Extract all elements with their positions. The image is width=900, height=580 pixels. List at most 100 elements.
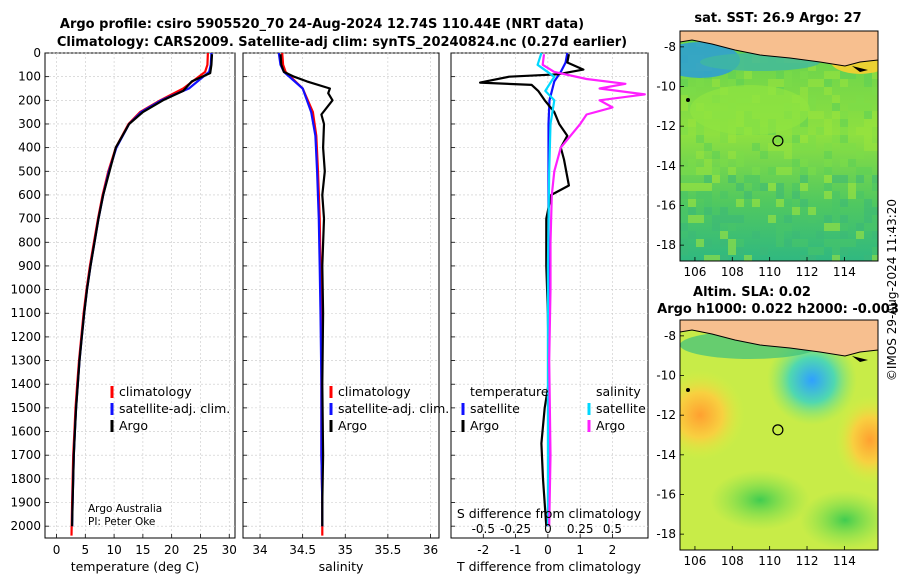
xtick-label: 35 (338, 543, 353, 557)
map-lon-label: 106 (683, 265, 706, 279)
sst-pixel (808, 255, 816, 261)
sst-pixel (792, 127, 800, 135)
sst-pixel (824, 71, 832, 79)
sst-pixel (680, 103, 688, 111)
sst-pixel (800, 135, 808, 143)
sst-pixel (728, 215, 736, 223)
legend-satellite-adj-label: satellite-adj. clim. (119, 401, 230, 416)
depth-tick-label: 1600 (10, 425, 41, 439)
sst-map-title: sat. SST: 26.9 Argo: 27 (694, 11, 861, 26)
xtick-label: -1 (510, 543, 522, 557)
sla-low-southeast (800, 490, 878, 550)
sst-pixel (824, 239, 832, 247)
sst-pixel (728, 223, 736, 231)
sst-pixel (840, 127, 848, 135)
sst-pixel (768, 183, 776, 191)
sst-pixel (744, 255, 752, 261)
sst-pixel (720, 231, 728, 239)
sst-argo-position-marker (772, 135, 784, 147)
sst-pixel (824, 151, 832, 159)
sst-pixel (808, 95, 816, 103)
sst-pixel (824, 215, 832, 223)
sst-pixel (784, 239, 792, 247)
sst-pixel (848, 191, 856, 199)
sst-pixel (784, 151, 792, 159)
sst-pixel (728, 239, 736, 247)
depth-tick-label: 1400 (10, 377, 41, 391)
sst-pixel (704, 175, 712, 183)
sst-pixel (872, 175, 878, 183)
sst-pixel (776, 79, 784, 87)
sst-pixel (744, 175, 752, 183)
sst-pixel (824, 119, 832, 127)
sst-pixel (720, 207, 728, 215)
sst-pixel (696, 167, 704, 175)
sst-pixel (704, 167, 712, 175)
sst-pixel (680, 191, 688, 199)
sst-pixel (872, 247, 878, 255)
sst-pixel (840, 199, 848, 207)
map-lon-label: 110 (758, 554, 781, 568)
sst-pixel (792, 207, 800, 215)
sst-pixel (840, 239, 848, 247)
difference-legend: temperature salinity satellite Argo sate… (461, 384, 646, 433)
depth-tick-label: 800 (18, 235, 41, 249)
xtick-label: 25 (193, 543, 208, 557)
temperature-xlabel: temperature (deg C) (71, 559, 200, 574)
sst-pixel (752, 231, 760, 239)
series-salinity-argo (541, 54, 646, 527)
sla-map-title: Altim. SLA: 0.02 (693, 285, 811, 300)
sst-pixel (872, 87, 878, 95)
sst-pixel (736, 79, 744, 87)
sst-pixel (792, 191, 800, 199)
salinity-xlabel: salinity (319, 559, 364, 574)
sst-pixel (776, 143, 784, 151)
sst-pixel (832, 111, 840, 119)
sst-pixel (840, 111, 848, 119)
sst-pixel (752, 175, 760, 183)
sst-pixel (864, 71, 872, 79)
sst-pixel (720, 159, 728, 167)
figure-title-line2: Climatology: CARS2009. Satellite-adj cli… (57, 35, 627, 50)
sst-pixel (688, 215, 696, 223)
sst-pixel (736, 183, 744, 191)
top-xtick-label: -0.25 (500, 522, 531, 536)
depth-tick-label: 100 (18, 70, 41, 84)
sst-pixel (832, 247, 840, 255)
sst-pixel (688, 159, 696, 167)
imos-timestamp: ©IMOS 29-Aug-2024 11:43:20 (885, 199, 899, 381)
sst-pixel (680, 215, 688, 223)
map-lat-label: -14 (656, 159, 676, 173)
sst-pixel (720, 255, 728, 261)
sst-pixel (792, 231, 800, 239)
sst-pixel (848, 143, 856, 151)
sst-pixel (808, 207, 816, 215)
sst-pixel (824, 79, 832, 87)
sst-pixel (776, 199, 784, 207)
sst-pixel (696, 135, 704, 143)
map-lat-label: -18 (656, 527, 676, 541)
sst-pixel (752, 167, 760, 175)
sla-map-subtitle: Argo h1000: 0.022 h2000: -0.003 (657, 302, 899, 317)
sst-pixel (856, 167, 864, 175)
sst-pixel (872, 111, 878, 119)
sst-pixel (808, 215, 816, 223)
sst-pixel (840, 119, 848, 127)
sst-pixel (808, 63, 816, 71)
sst-pixel (872, 231, 878, 239)
sst-pixel (680, 207, 688, 215)
sst-pixel (768, 167, 776, 175)
sst-pixel (864, 119, 872, 127)
sst-pixel (776, 223, 784, 231)
sst-pixel (832, 71, 840, 79)
sst-christmas-island (686, 98, 690, 102)
sst-pixel (696, 239, 704, 247)
salinity-axes (242, 52, 440, 539)
sst-pixel (864, 215, 872, 223)
sst-pixel (840, 175, 848, 183)
sst-pixel (864, 207, 872, 215)
sst-pixel (704, 183, 712, 191)
sst-pixel (680, 223, 688, 231)
top-xtick-label: -0.5 (472, 522, 495, 536)
